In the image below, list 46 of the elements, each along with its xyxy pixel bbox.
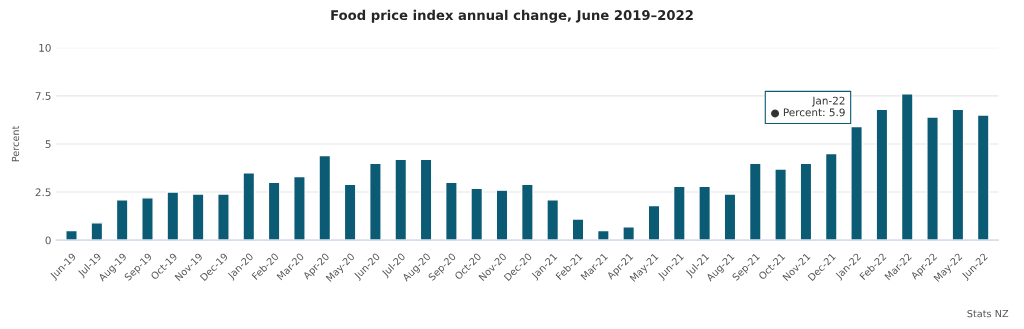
bar — [850, 125, 863, 241]
bar — [369, 162, 382, 241]
text: Stats NZ — [967, 309, 1009, 318]
bar — [65, 229, 78, 241]
bar — [875, 108, 889, 241]
bar — [799, 162, 813, 241]
bar — [546, 199, 560, 241]
y-tick-label: 7.5 — [35, 92, 51, 100]
bar — [90, 222, 104, 241]
bar — [343, 183, 357, 241]
y-tick-label: 10 — [39, 43, 51, 52]
bar — [470, 187, 484, 241]
bar — [824, 152, 838, 241]
y-tick-label: 5 — [45, 140, 51, 149]
bar — [698, 185, 712, 241]
bar — [622, 226, 636, 241]
bar — [900, 93, 914, 241]
bar — [242, 172, 256, 241]
y-tick-label: 0 — [45, 236, 51, 245]
bar — [267, 181, 281, 241]
bar — [951, 108, 965, 241]
bar — [672, 185, 686, 241]
chart-title: Food price index annual change, June 2019–2022 — [331, 9, 693, 23]
bar — [976, 114, 990, 241]
bar — [723, 193, 737, 241]
bar — [141, 197, 154, 241]
bar — [774, 168, 788, 241]
bar — [115, 199, 129, 241]
bar — [394, 158, 408, 241]
bar — [748, 162, 762, 241]
bar — [191, 193, 205, 241]
bar — [495, 189, 509, 241]
bar — [596, 229, 610, 241]
bar — [166, 191, 180, 241]
bar — [926, 116, 939, 241]
bar — [217, 193, 230, 241]
bar — [318, 154, 332, 241]
y-tick-label: 2.5 — [35, 188, 51, 197]
bar — [419, 158, 433, 241]
bar — [444, 181, 458, 241]
annotation: Jan-22 ● Percent: 5.9 — [771, 96, 845, 118]
y-axis-title: Percent — [11, 125, 20, 162]
bar — [571, 218, 585, 241]
bar — [647, 204, 661, 241]
bar — [293, 175, 306, 241]
bar — [520, 183, 534, 241]
